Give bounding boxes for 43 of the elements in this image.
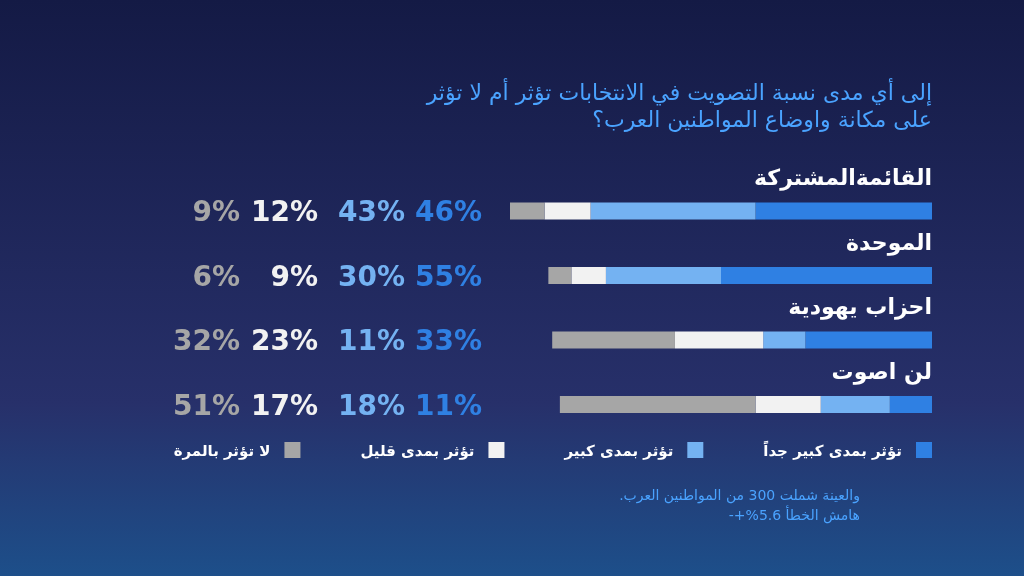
legend-label: تؤثر بمدى قليل	[360, 442, 475, 460]
data-label: 30%	[337, 259, 405, 293]
bar	[820, 396, 890, 413]
data-label: 43%	[337, 195, 405, 228]
bar	[889, 396, 932, 413]
bar	[755, 396, 821, 413]
data-label: 55%	[414, 259, 482, 293]
bar	[544, 202, 591, 220]
bar	[755, 202, 932, 220]
bar	[571, 267, 606, 284]
bar	[548, 267, 572, 284]
data-label: 18%	[337, 388, 405, 422]
bar	[510, 202, 545, 220]
data-label: 23%	[250, 324, 318, 357]
y-tick-label: احزاب يهودية	[788, 294, 932, 320]
data-label: 11%	[337, 324, 405, 357]
data-label: 12%	[250, 195, 318, 228]
legend-label: تؤثر بمدى كبير	[563, 442, 674, 460]
data-label: 46%	[414, 195, 482, 228]
y-tick-label: لن اصوت	[831, 358, 932, 385]
bar	[805, 331, 932, 349]
data-label: 9%	[270, 259, 318, 293]
bar	[559, 396, 756, 413]
bar	[721, 267, 932, 284]
data-label: 9%	[192, 195, 240, 228]
y-tick-label: الموحدة	[846, 229, 932, 256]
text: والعينة شملت 300 من المواطنين العرب.	[619, 487, 860, 504]
data-label: 33%	[414, 324, 482, 357]
y-tick-label: القائمةالمشتركة	[754, 165, 932, 191]
chart-title: إلى أي مدى نسبة التصويت في الانتخابات تؤثر أم لا تؤثر على مكانة واوضاع المواطنين العرب؟	[425, 78, 932, 132]
data-label: 11%	[414, 388, 482, 422]
data-label: 17%	[250, 388, 318, 422]
bar	[552, 331, 675, 349]
legend-label: لا تؤثر بالمرة	[173, 442, 271, 460]
text: هامش الخطأ 5.6%+-	[728, 505, 860, 524]
bar	[763, 331, 806, 349]
data-label: 51%	[172, 388, 240, 422]
data-label: 32%	[172, 324, 240, 357]
bar	[590, 202, 756, 220]
legend-label: تؤثر بمدى كبير جداً	[763, 439, 902, 460]
bar	[605, 267, 721, 284]
data-label: 6%	[192, 259, 240, 293]
bar	[674, 331, 764, 349]
